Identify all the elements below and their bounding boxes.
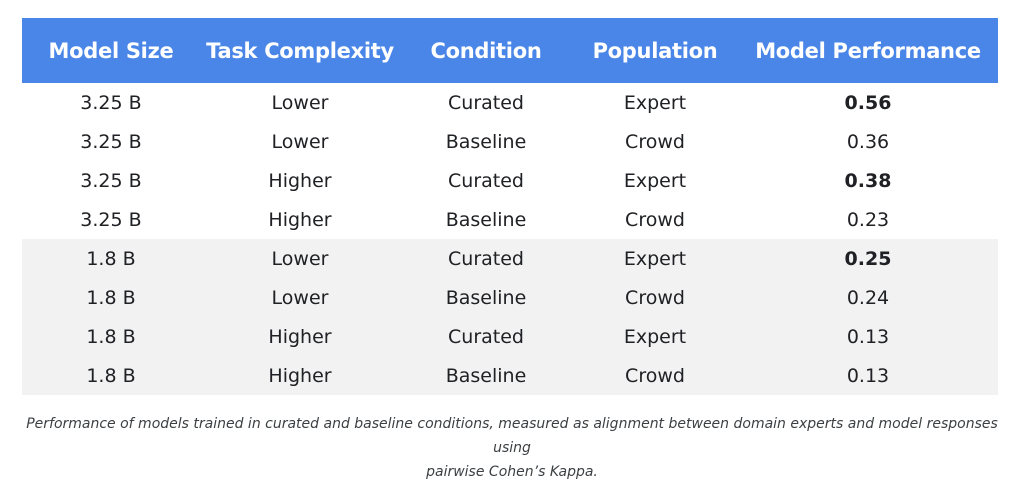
cell-condition: Curated [448, 91, 524, 114]
cell-condition: Baseline [445, 364, 527, 387]
table-row: 1.8 B Lower Curated Expert 0.25 [22, 239, 998, 278]
cell-condition: Baseline [445, 208, 527, 231]
header-row: Model Size Task Complexity Condition Pop… [22, 18, 998, 83]
cell-task-complexity: Lower [271, 286, 329, 309]
table-body: 3.25 B Lower Curated Expert 0.56 3.25 B … [22, 83, 998, 395]
cell-model-size: 3.25 B [80, 91, 142, 114]
cell-condition: Baseline [445, 130, 527, 153]
cell-model-performance: 0.23 [846, 208, 890, 231]
header-model-performance: Model Performance [755, 38, 981, 63]
cell-model-performance: 0.24 [846, 286, 890, 309]
cell-condition: Curated [448, 169, 524, 192]
cell-task-complexity: Higher [268, 208, 332, 231]
cell-condition: Baseline [445, 286, 527, 309]
cell-task-complexity: Higher [268, 325, 332, 348]
caption-line-2: pairwise Cohen’s Kappa. [426, 464, 598, 480]
results-table: Model Size Task Complexity Condition Pop… [22, 18, 998, 395]
table-row: 3.25 B Lower Curated Expert 0.56 [22, 83, 998, 122]
cell-task-complexity: Higher [268, 169, 332, 192]
cell-task-complexity: Lower [271, 130, 329, 153]
cell-model-size: 1.8 B [86, 247, 136, 270]
cell-model-size: 3.25 B [80, 208, 142, 231]
header-condition: Condition [430, 38, 542, 63]
table-header: Model Size Task Complexity Condition Pop… [22, 18, 998, 83]
cell-population: Expert [623, 91, 687, 114]
cell-population: Crowd [625, 130, 685, 153]
header-task-complexity: Task Complexity [206, 38, 394, 63]
cell-model-performance: 0.36 [846, 130, 890, 153]
cell-model-performance: 0.25 [844, 247, 892, 270]
cell-population: Expert [623, 325, 687, 348]
caption-line-1: Performance of models trained in curated… [26, 416, 998, 456]
cell-model-performance: 0.13 [846, 364, 890, 387]
table-row: 3.25 B Higher Baseline Crowd 0.23 [22, 200, 998, 239]
cell-model-performance: 0.13 [846, 325, 890, 348]
cell-task-complexity: Higher [268, 364, 332, 387]
cell-population: Crowd [625, 364, 685, 387]
cell-population: Crowd [625, 208, 685, 231]
table-row: 1.8 B Lower Baseline Crowd 0.24 [22, 278, 998, 317]
results-table-container: Model Size Task Complexity Condition Pop… [22, 18, 998, 395]
cell-model-size: 1.8 B [86, 286, 136, 309]
cell-population: Expert [623, 247, 687, 270]
cell-model-size: 3.25 B [80, 169, 142, 192]
cell-model-performance: 0.38 [844, 169, 892, 192]
cell-model-performance: 0.56 [844, 91, 892, 114]
cell-condition: Curated [448, 247, 524, 270]
cell-task-complexity: Lower [271, 91, 329, 114]
table-row: 3.25 B Lower Baseline Crowd 0.36 [22, 122, 998, 161]
cell-condition: Curated [448, 325, 524, 348]
header-population: Population [592, 38, 718, 63]
cell-task-complexity: Lower [271, 247, 329, 270]
cell-model-size: 3.25 B [80, 130, 142, 153]
cell-model-size: 1.8 B [86, 364, 136, 387]
table-row: 1.8 B Higher Baseline Crowd 0.13 [22, 356, 998, 395]
cell-population: Crowd [625, 286, 685, 309]
cell-population: Expert [623, 169, 687, 192]
header-model-size: Model Size [48, 38, 174, 63]
table-row: 3.25 B Higher Curated Expert 0.38 [22, 161, 998, 200]
table-caption: Performance of models trained in curated… [20, 412, 1004, 484]
cell-model-size: 1.8 B [86, 325, 136, 348]
table-row: 1.8 B Higher Curated Expert 0.13 [22, 317, 998, 356]
